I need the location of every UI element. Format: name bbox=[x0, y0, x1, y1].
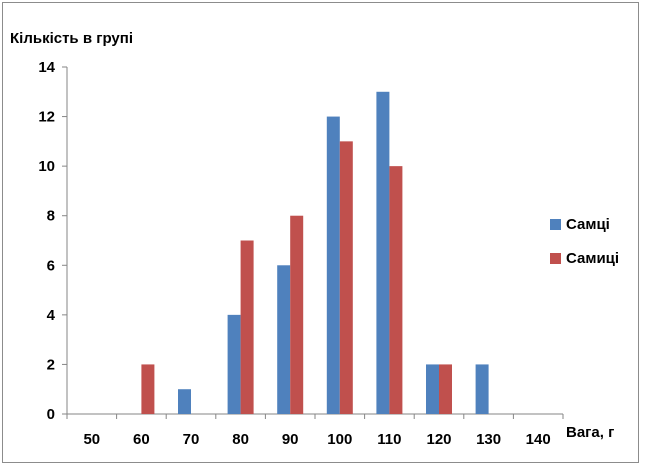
x-tick-label: 130 bbox=[476, 431, 501, 448]
x-tick-label: 60 bbox=[133, 431, 150, 448]
bar-males bbox=[376, 91, 390, 415]
y-tick-label: 2 bbox=[47, 356, 55, 373]
bar-females bbox=[240, 240, 254, 414]
legend-item-males: Самці bbox=[550, 214, 619, 234]
y-tick-label: 0 bbox=[47, 406, 55, 423]
x-tick-label: 50 bbox=[83, 431, 100, 448]
bar-females bbox=[389, 166, 403, 414]
legend-swatch-females bbox=[550, 252, 561, 264]
x-tick-label: 120 bbox=[426, 431, 451, 448]
x-tick-label: 100 bbox=[327, 431, 352, 448]
bar-males bbox=[475, 364, 489, 414]
y-tick-label: 12 bbox=[38, 109, 55, 126]
legend-label-females: Самиці bbox=[566, 249, 620, 267]
x-tick-label: 110 bbox=[377, 431, 401, 448]
bar-males bbox=[326, 116, 340, 415]
bar-females bbox=[290, 215, 304, 414]
legend-item-females: Самиці bbox=[550, 248, 619, 268]
y-tick-label: 4 bbox=[47, 307, 56, 324]
x-tick-label: 80 bbox=[232, 431, 249, 448]
y-tick-label: 6 bbox=[47, 257, 55, 274]
x-tick-label: 90 bbox=[282, 431, 299, 448]
bar-females bbox=[339, 141, 353, 414]
y-tick-label: 8 bbox=[47, 208, 55, 225]
legend: Самці Самиці bbox=[550, 214, 619, 282]
y-tick-label: 10 bbox=[38, 158, 55, 175]
bar-females bbox=[439, 364, 452, 414]
y-tick-label: 14 bbox=[38, 59, 55, 76]
chart-frame bbox=[2, 2, 639, 463]
bar-males bbox=[227, 314, 241, 414]
x-tick-label: 140 bbox=[526, 431, 551, 448]
bar-males bbox=[277, 265, 291, 414]
axes bbox=[66, 67, 563, 415]
x-axis-ticks: 50 60 70 80 90 100 110 120 130 140 bbox=[66, 414, 564, 448]
legend-swatch-males bbox=[550, 218, 561, 230]
x-axis-label: Вага, г bbox=[566, 424, 615, 441]
bar-males bbox=[178, 389, 191, 414]
bar-males bbox=[426, 364, 439, 414]
y-axis-ticks: 0 2 4 6 8 10 12 14 bbox=[38, 59, 67, 423]
y-axis-label: Кількість в групі bbox=[10, 30, 133, 47]
bars bbox=[141, 91, 489, 415]
x-tick-label: 70 bbox=[183, 431, 200, 448]
legend-label-males: Самці bbox=[566, 215, 610, 233]
bar-females bbox=[141, 364, 155, 414]
